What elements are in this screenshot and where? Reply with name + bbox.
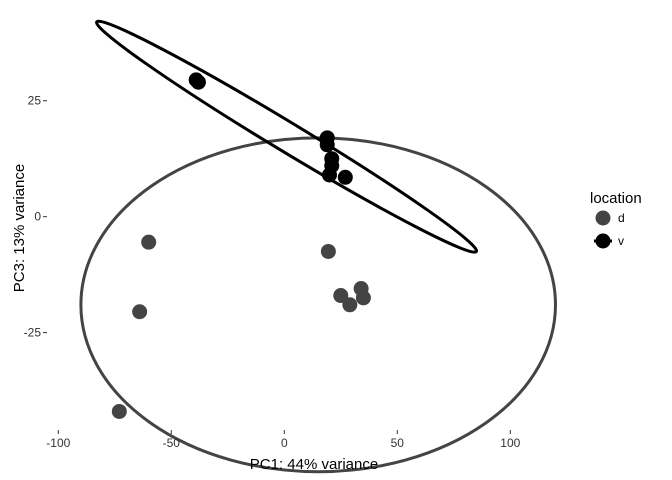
data-points [111, 72, 371, 419]
x-tick-label: -50 [163, 436, 181, 450]
x-tick-label: 0 [281, 436, 288, 450]
x-tick-label: -100 [46, 436, 70, 450]
x-tick-label: 50 [391, 436, 405, 450]
legend: location dv [590, 190, 642, 249]
y-tick-label: 25 [28, 94, 42, 108]
y-tick-label: 0 [34, 210, 41, 224]
y-axis: -25 0 25 [24, 94, 47, 340]
legend-key-d [595, 210, 611, 226]
legend-title: location [590, 190, 642, 207]
point-d [342, 297, 358, 313]
ellipse-d [79, 136, 557, 474]
y-tick-label: -25 [24, 326, 42, 340]
point-d [141, 234, 157, 250]
point-d [132, 304, 148, 320]
point-v [321, 167, 337, 183]
legend-label-v: v [618, 234, 624, 248]
x-tick-label: 100 [500, 436, 520, 450]
ellipse-v [95, 19, 479, 254]
x-axis: -100 -50 0 50 100 [46, 430, 521, 450]
point-v [337, 169, 353, 185]
point-v [319, 137, 335, 153]
x-axis-title: PC1: 44% variance [250, 456, 378, 473]
point-v [190, 74, 206, 90]
point-d [333, 288, 349, 304]
point-d [355, 290, 371, 306]
point-d [111, 403, 127, 419]
confidence-ellipses [79, 19, 557, 474]
point-d [320, 243, 336, 259]
y-axis-title: PC3: 13% variance [11, 164, 28, 292]
legend-key-v [595, 233, 611, 249]
legend-label-d: d [618, 211, 625, 225]
